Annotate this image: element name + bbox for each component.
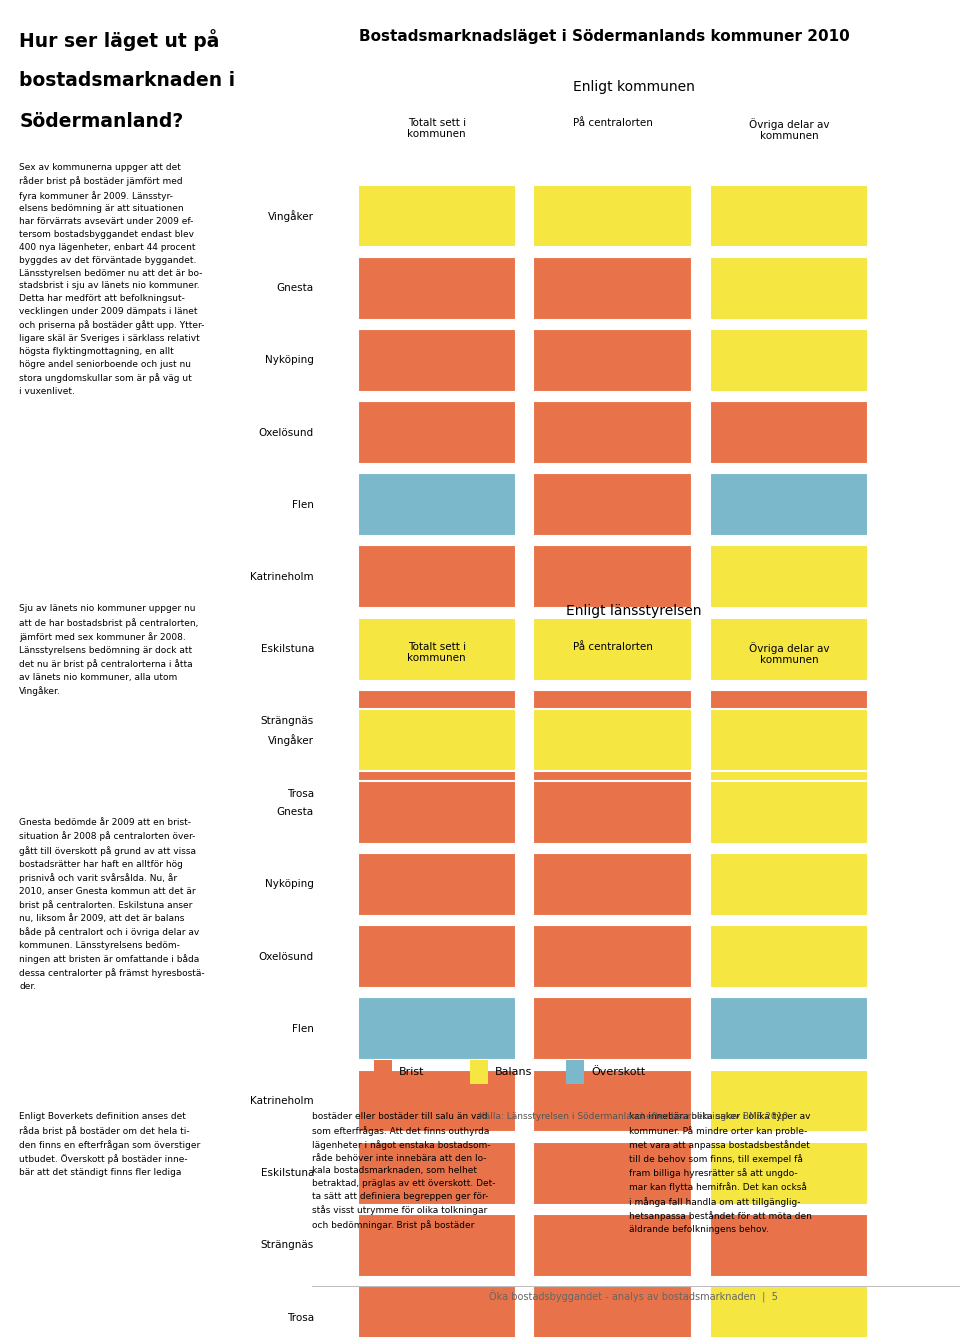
Text: Strängnäs: Strängnäs	[261, 1241, 314, 1250]
Text: Källa: Länsstyrelsen i Södermanland efter bearbetning av BME 2010: Källa: Länsstyrelsen i Södermanland efte…	[479, 1112, 788, 1122]
Text: Oxelösund: Oxelösund	[259, 428, 314, 437]
Text: Öka bostadsbyggandet - analys av bostadsmarknaden  |  5: Öka bostadsbyggandet - analys av bostads…	[490, 1290, 778, 1302]
FancyBboxPatch shape	[534, 853, 691, 916]
FancyBboxPatch shape	[534, 257, 691, 320]
Text: Enligt kommunen: Enligt kommunen	[573, 80, 694, 94]
Text: Strängnäs: Strängnäs	[261, 717, 314, 726]
FancyBboxPatch shape	[709, 1070, 868, 1132]
Text: Totalt sett i
kommunen: Totalt sett i kommunen	[407, 642, 467, 663]
Text: Nyköping: Nyköping	[265, 880, 314, 889]
FancyBboxPatch shape	[534, 925, 691, 988]
FancyBboxPatch shape	[374, 1060, 392, 1084]
Text: Vingåker: Vingåker	[268, 210, 314, 222]
FancyBboxPatch shape	[357, 1214, 516, 1277]
Text: Gnesta bedömde år 2009 att en brist-
situation år 2008 på centralorten över-
gåt: Gnesta bedömde år 2009 att en brist- sit…	[19, 818, 204, 991]
Text: Brist: Brist	[399, 1067, 425, 1078]
FancyBboxPatch shape	[534, 401, 691, 464]
Text: Gnesta: Gnesta	[276, 283, 314, 293]
FancyBboxPatch shape	[566, 1060, 584, 1084]
FancyBboxPatch shape	[709, 925, 868, 988]
FancyBboxPatch shape	[709, 185, 868, 247]
FancyBboxPatch shape	[534, 1214, 691, 1277]
Text: Flen: Flen	[292, 1024, 314, 1034]
FancyBboxPatch shape	[534, 781, 691, 844]
Text: Eskilstuna: Eskilstuna	[260, 644, 314, 654]
Text: Enligt länsstyrelsen: Enligt länsstyrelsen	[565, 604, 702, 618]
Text: Bostadsmarknadsläget i Södermanlands kommuner 2010: Bostadsmarknadsläget i Södermanlands kom…	[359, 29, 851, 44]
FancyBboxPatch shape	[357, 762, 516, 825]
Text: Övriga delar av
kommunen: Övriga delar av kommunen	[749, 118, 829, 142]
FancyBboxPatch shape	[357, 925, 516, 988]
Text: Enligt Boverkets definition anses det
råda brist på bostäder om det hela ti-
den: Enligt Boverkets definition anses det rå…	[19, 1112, 201, 1177]
Text: På centralorten: På centralorten	[572, 642, 653, 651]
FancyBboxPatch shape	[709, 690, 868, 753]
FancyBboxPatch shape	[534, 690, 691, 753]
FancyBboxPatch shape	[534, 1142, 691, 1205]
Text: Trosa: Trosa	[287, 789, 314, 798]
FancyBboxPatch shape	[357, 853, 516, 916]
FancyBboxPatch shape	[709, 781, 868, 844]
FancyBboxPatch shape	[709, 709, 868, 771]
Text: Gnesta: Gnesta	[276, 808, 314, 817]
Text: Totalt sett i
kommunen: Totalt sett i kommunen	[407, 118, 467, 139]
FancyBboxPatch shape	[534, 709, 691, 771]
FancyBboxPatch shape	[534, 997, 691, 1060]
FancyBboxPatch shape	[534, 185, 691, 247]
Text: Balans: Balans	[495, 1067, 533, 1078]
FancyBboxPatch shape	[709, 997, 868, 1060]
FancyBboxPatch shape	[357, 257, 516, 320]
FancyBboxPatch shape	[709, 401, 868, 464]
FancyBboxPatch shape	[534, 1070, 691, 1132]
Text: Eskilstuna: Eskilstuna	[260, 1169, 314, 1178]
FancyBboxPatch shape	[709, 257, 868, 320]
FancyBboxPatch shape	[357, 473, 516, 536]
FancyBboxPatch shape	[357, 545, 516, 608]
FancyBboxPatch shape	[709, 853, 868, 916]
Text: Flen: Flen	[292, 500, 314, 509]
Text: Övriga delar av
kommunen: Övriga delar av kommunen	[749, 642, 829, 666]
Text: Södermanland?: Södermanland?	[19, 112, 183, 131]
Text: Vingåker: Vingåker	[268, 734, 314, 746]
FancyBboxPatch shape	[357, 401, 516, 464]
FancyBboxPatch shape	[534, 545, 691, 608]
FancyBboxPatch shape	[709, 545, 868, 608]
Text: bostäder eller bostäder till salu än vad
som efterfrågas. Att det finns outhyrda: bostäder eller bostäder till salu än vad…	[312, 1112, 495, 1230]
FancyBboxPatch shape	[357, 1286, 516, 1337]
FancyBboxPatch shape	[357, 997, 516, 1060]
FancyBboxPatch shape	[357, 690, 516, 753]
FancyBboxPatch shape	[709, 762, 868, 825]
FancyBboxPatch shape	[357, 618, 516, 681]
Text: Sex av kommunerna uppger att det
råder brist på bostäder jämfört med
fyra kommun: Sex av kommunerna uppger att det råder b…	[19, 163, 204, 396]
FancyBboxPatch shape	[357, 781, 516, 844]
Text: Nyköping: Nyköping	[265, 356, 314, 365]
Text: Trosa: Trosa	[287, 1313, 314, 1322]
FancyBboxPatch shape	[534, 329, 691, 392]
FancyBboxPatch shape	[709, 618, 868, 681]
Text: På centralorten: På centralorten	[572, 118, 653, 127]
FancyBboxPatch shape	[357, 1142, 516, 1205]
Text: Överskott: Överskott	[591, 1067, 646, 1078]
FancyBboxPatch shape	[470, 1060, 488, 1084]
FancyBboxPatch shape	[709, 329, 868, 392]
Text: Katrineholm: Katrineholm	[251, 1096, 314, 1106]
Text: Hur ser läget ut på: Hur ser läget ut på	[19, 29, 220, 51]
FancyBboxPatch shape	[709, 1142, 868, 1205]
FancyBboxPatch shape	[534, 1286, 691, 1337]
FancyBboxPatch shape	[534, 618, 691, 681]
Text: bostadsmarknaden i: bostadsmarknaden i	[19, 71, 235, 90]
Text: Oxelösund: Oxelösund	[259, 952, 314, 961]
Text: Sju av länets nio kommuner uppger nu
att de har bostadsbrist på centralorten,
jä: Sju av länets nio kommuner uppger nu att…	[19, 604, 199, 695]
FancyBboxPatch shape	[709, 473, 868, 536]
FancyBboxPatch shape	[534, 473, 691, 536]
FancyBboxPatch shape	[357, 329, 516, 392]
FancyBboxPatch shape	[357, 1070, 516, 1132]
FancyBboxPatch shape	[709, 1214, 868, 1277]
FancyBboxPatch shape	[709, 1286, 868, 1337]
FancyBboxPatch shape	[357, 185, 516, 247]
Text: kan innebära olika saker i olika typer av
kommuner. På mindre orter kan proble-
: kan innebära olika saker i olika typer a…	[629, 1112, 811, 1234]
FancyBboxPatch shape	[534, 762, 691, 825]
FancyBboxPatch shape	[357, 709, 516, 771]
Text: Katrineholm: Katrineholm	[251, 572, 314, 582]
